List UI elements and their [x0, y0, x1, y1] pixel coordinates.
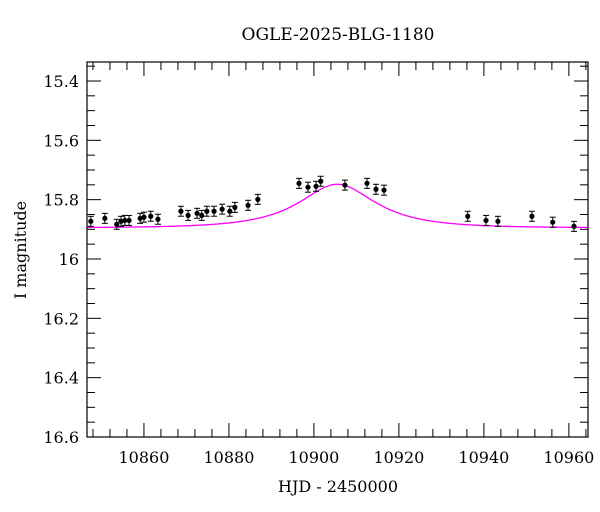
model-curve [86, 183, 589, 229]
x-tick-label: 10860 [118, 448, 169, 467]
data-point [140, 211, 147, 223]
chart-title: OGLE-2025-BLG-1180 [242, 25, 435, 45]
data-point [147, 210, 154, 222]
y-axis-label: I magnitude [11, 201, 30, 299]
x-axis-label: HJD - 2450000 [278, 477, 398, 496]
data-point [87, 215, 94, 227]
data-point [304, 181, 311, 193]
y-tick-label: 16 [59, 250, 79, 269]
data-point [226, 205, 233, 217]
x-tick-label: 10900 [288, 448, 339, 467]
axes-frame [86, 61, 589, 438]
data-point [381, 184, 388, 196]
data-point [194, 207, 201, 219]
y-tick-label: 16.2 [43, 309, 79, 328]
data-point [494, 215, 501, 227]
data-point [317, 175, 324, 187]
data-point [126, 214, 133, 226]
data-points [87, 175, 577, 232]
data-point [101, 212, 108, 224]
data-point [528, 210, 535, 222]
data-point [570, 220, 577, 232]
data-point [464, 210, 471, 222]
x-tick-label: 10880 [203, 448, 254, 467]
data-point [154, 213, 161, 225]
y-tick-label: 15.6 [43, 131, 79, 150]
y-tick-label: 15.4 [43, 72, 79, 91]
data-point [296, 177, 303, 189]
data-point [483, 214, 490, 226]
data-point [185, 209, 192, 221]
data-point [254, 193, 261, 205]
data-point [137, 212, 144, 224]
data-point [364, 177, 371, 189]
y-tick-label: 16.6 [43, 428, 79, 447]
data-point [372, 183, 379, 195]
data-point [313, 180, 320, 192]
data-point [113, 218, 120, 230]
data-point [198, 209, 205, 221]
x-axis-ticks: 10860 10880 10900 10920 10940 10960 [92, 62, 594, 467]
data-point [211, 205, 218, 217]
x-tick-label: 10960 [543, 448, 594, 467]
y-axis-ticks: 15.4 15.6 15.8 16 16.2 16.4 16.6 [43, 65, 588, 447]
x-tick-label: 10940 [458, 448, 509, 467]
data-point [231, 201, 238, 213]
data-point [245, 199, 252, 211]
x-tick-label: 10920 [373, 448, 424, 467]
y-tick-label: 16.4 [43, 369, 79, 388]
data-point [341, 179, 348, 191]
y-tick-label: 15.8 [43, 191, 79, 210]
data-point [177, 205, 184, 217]
data-point [203, 205, 210, 217]
data-point [219, 203, 226, 215]
data-point [549, 216, 556, 228]
